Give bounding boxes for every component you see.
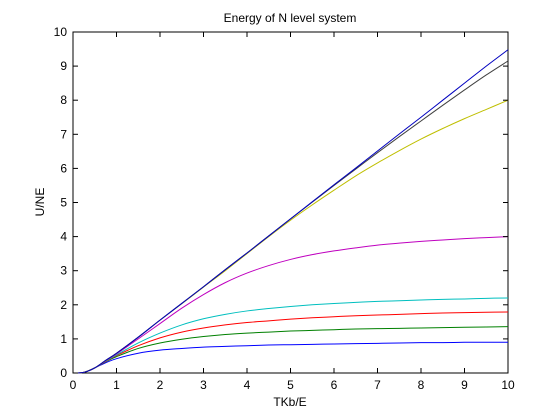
plot-area	[72, 31, 509, 374]
y-tick-label: 9	[60, 59, 67, 73]
y-tick-label: 8	[60, 93, 67, 107]
x-tick-label: 8	[418, 378, 425, 392]
x-tick-label: 10	[501, 378, 515, 392]
x-tick-label: 0	[70, 378, 77, 392]
x-tick-label: 6	[331, 378, 338, 392]
y-tick-label: 10	[54, 25, 68, 39]
series-line-4	[72, 297, 509, 374]
y-tick-label: 0	[60, 366, 67, 380]
y-axis-label: U/NE	[33, 188, 47, 217]
y-tick-label: 3	[60, 264, 67, 278]
x-axis-ticks: 0 1 2 3 4 5 6 7 8 9 10	[70, 32, 515, 392]
y-tick-label: 6	[60, 161, 67, 175]
y-tick-label: 5	[60, 196, 67, 210]
series-line-1	[72, 341, 508, 374]
series-group	[72, 49, 509, 374]
x-tick-label: 5	[287, 378, 294, 392]
x-tick-label: 1	[113, 378, 120, 392]
x-tick-label: 9	[461, 378, 468, 392]
series-line-8	[72, 49, 509, 374]
x-tick-label: 4	[244, 378, 251, 392]
series-line-2	[72, 326, 509, 374]
y-tick-label: 2	[60, 298, 67, 312]
y-tick-label: 1	[60, 332, 67, 346]
x-tick-label: 2	[157, 378, 164, 392]
y-tick-label: 7	[60, 127, 67, 141]
x-tick-label: 3	[200, 378, 207, 392]
y-axis-ticks: 0 1 2 3 4 5 6 7 8 9 10	[54, 25, 508, 380]
x-tick-label: 7	[374, 378, 381, 392]
x-axis-label: TKb/E	[273, 395, 306, 409]
y-tick-label: 4	[60, 230, 67, 244]
chart-title: Energy of N level system	[224, 11, 357, 25]
